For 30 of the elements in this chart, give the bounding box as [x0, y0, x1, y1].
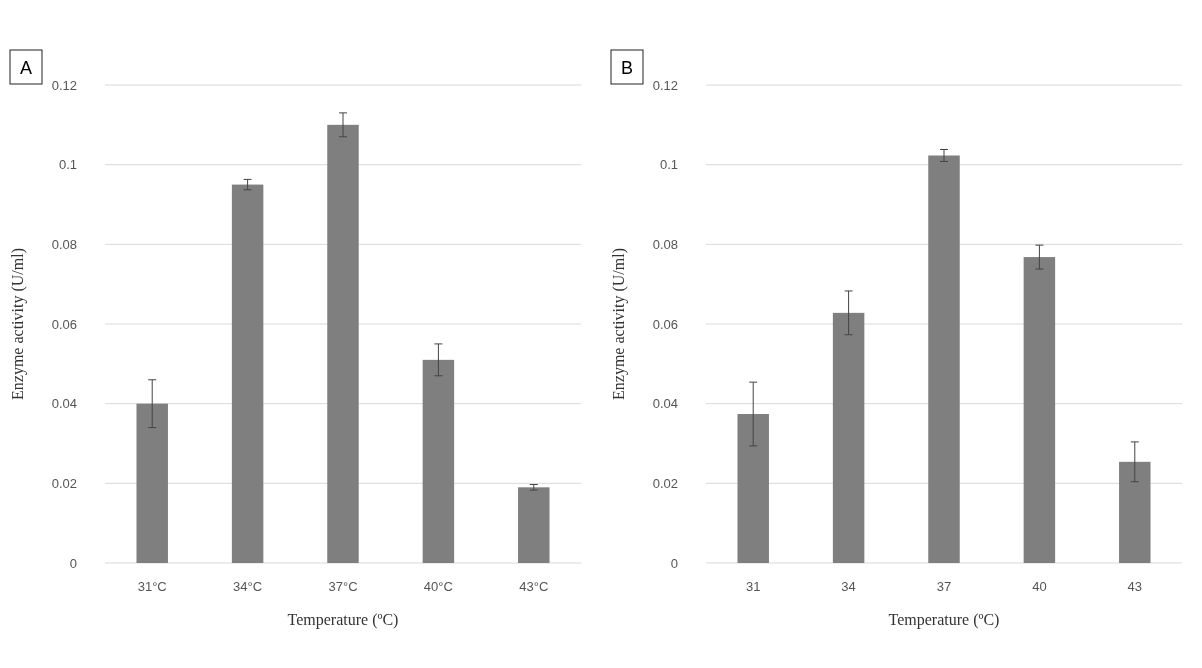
y-tick-label: 0 — [69, 555, 77, 571]
y-tick-label: 0.02 — [51, 475, 77, 491]
y-axis-title: Enzyme activity (U/ml) — [9, 248, 27, 400]
y-tick-label: 0.12 — [51, 77, 77, 93]
x-tick-label: 34°C — [233, 579, 263, 594]
x-tick-label: 31°C — [137, 579, 167, 594]
chart-title: A — [19, 58, 33, 78]
y-tick-label: 0.06 — [51, 316, 77, 332]
y-tick-label: 0.12 — [652, 77, 678, 93]
y-tick-label: 0.04 — [51, 396, 77, 412]
y-axis-title: Enzyme activity (U/ml) — [610, 248, 628, 400]
y-tick-label: 0.02 — [652, 475, 678, 491]
x-tick-label: 43°C — [519, 579, 549, 594]
x-tick-label: 37°C — [328, 579, 358, 594]
x-tick-label: 43 — [1127, 579, 1143, 594]
x-axis-title: Temperature (ºC) — [888, 611, 1000, 629]
y-tick-label: 0.1 — [58, 157, 77, 173]
chart-title: B — [620, 58, 634, 78]
x-tick-label: 31 — [745, 579, 761, 594]
x-axis-title: Temperature (ºC) — [287, 611, 399, 629]
x-tick-label: 37 — [936, 579, 952, 594]
y-tick-label: 0.04 — [652, 396, 678, 412]
x-tick-label: 40 — [1032, 579, 1047, 594]
y-tick-label: 0.06 — [652, 316, 678, 332]
y-tick-label: 0.08 — [51, 236, 77, 252]
x-tick-label: 40°C — [423, 579, 453, 594]
y-tick-label: 0.1 — [659, 157, 678, 173]
y-tick-label: 0.08 — [652, 236, 678, 252]
y-tick-label: 0 — [670, 555, 678, 571]
x-tick-label: 34 — [841, 579, 856, 594]
